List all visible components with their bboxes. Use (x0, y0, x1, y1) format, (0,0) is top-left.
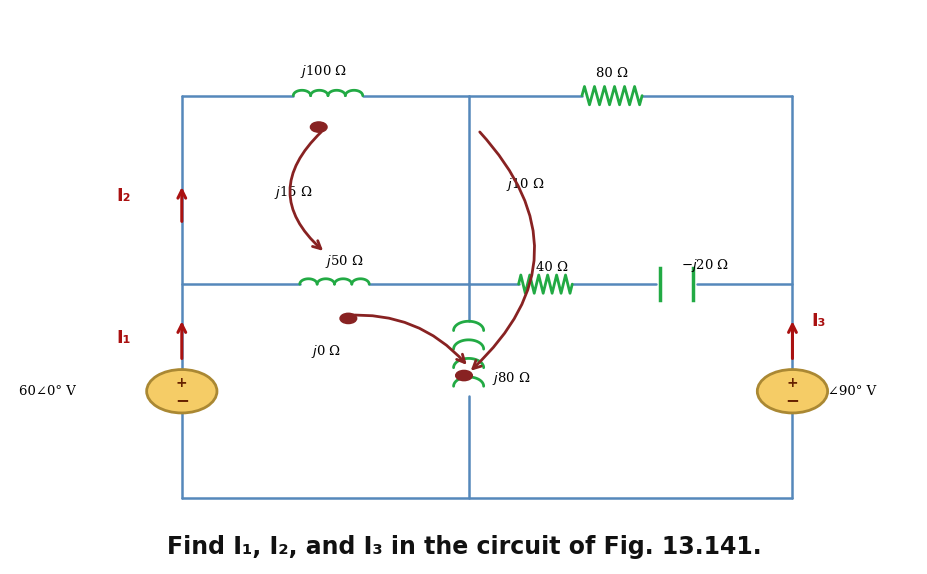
Text: I₂: I₂ (116, 187, 131, 204)
Text: I₃: I₃ (810, 312, 824, 330)
Circle shape (146, 370, 217, 413)
Text: +: + (176, 376, 187, 390)
Text: $-j$20 Ω: $-j$20 Ω (680, 257, 729, 274)
Text: Find I₁, I₂, and I₃ in the circuit of Fig. 13.141.: Find I₁, I₂, and I₃ in the circuit of Fi… (167, 535, 760, 559)
Text: $j$10 Ω: $j$10 Ω (505, 176, 543, 193)
Text: $j$50 Ω: $j$50 Ω (324, 253, 363, 270)
Text: 20∠90° V: 20∠90° V (810, 385, 875, 398)
FancyArrowPatch shape (473, 132, 534, 369)
Text: −: − (174, 391, 188, 409)
FancyArrowPatch shape (346, 315, 464, 363)
Text: $j$15 Ω: $j$15 Ω (274, 184, 312, 201)
Circle shape (455, 370, 472, 381)
Text: $j$0 Ω: $j$0 Ω (311, 343, 341, 360)
Text: $j$80 Ω: $j$80 Ω (491, 370, 529, 387)
Circle shape (756, 370, 827, 413)
Text: +: + (786, 376, 797, 390)
Text: I₁: I₁ (116, 329, 131, 347)
Circle shape (339, 313, 356, 324)
Text: 80 Ω: 80 Ω (595, 67, 628, 80)
Text: $j$100 Ω: $j$100 Ω (299, 63, 347, 80)
Text: −: − (784, 391, 798, 409)
Text: 60∠0° V: 60∠0° V (19, 385, 75, 398)
FancyArrowPatch shape (289, 132, 321, 249)
Circle shape (310, 122, 326, 132)
Text: 40 Ω: 40 Ω (536, 261, 567, 274)
